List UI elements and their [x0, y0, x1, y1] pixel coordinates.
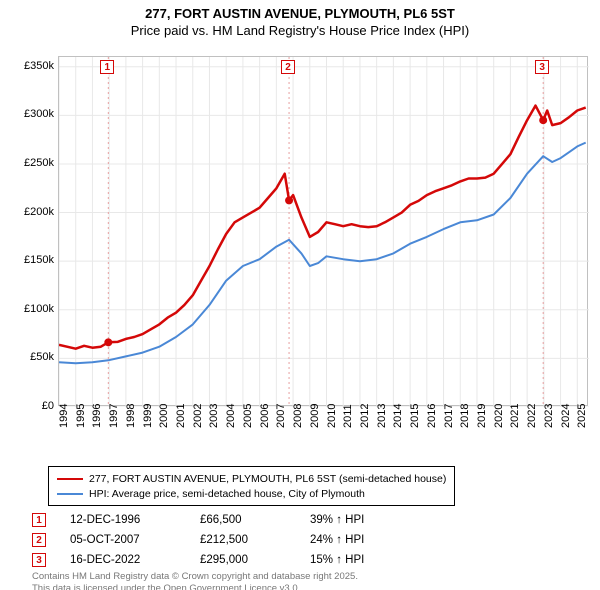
sale-marker-dot [539, 116, 547, 124]
chart-area: £0£50k£100k£150k£200k£250k£300k£350k1994… [8, 56, 592, 456]
sale-marker-box: 1 [32, 513, 46, 527]
y-axis-tick-label: £250k [8, 157, 54, 169]
sale-diff: 15% ↑ HPI [310, 554, 364, 566]
sale-marker-box: 2 [32, 533, 46, 547]
legend-label: 277, FORT AUSTIN AVENUE, PLYMOUTH, PL6 5… [89, 473, 446, 485]
footer-attribution: Contains HM Land Registry data © Crown c… [32, 571, 358, 590]
sale-price: £295,000 [200, 554, 310, 566]
sale-marker-dot [285, 196, 293, 204]
footer-line-1: Contains HM Land Registry data © Crown c… [32, 571, 358, 582]
sale-marker-box: 1 [100, 60, 114, 74]
sale-date: 12-DEC-1996 [70, 514, 200, 526]
legend: 277, FORT AUSTIN AVENUE, PLYMOUTH, PL6 5… [48, 466, 455, 506]
legend-item: HPI: Average price, semi-detached house,… [57, 486, 446, 501]
sale-diff: 39% ↑ HPI [310, 514, 364, 526]
chart-series-line [59, 106, 586, 349]
y-axis-tick-label: £200k [8, 206, 54, 218]
sales-table-row: 1 12-DEC-1996£66,50039% ↑ HPI [32, 510, 364, 530]
y-axis-tick-label: £300k [8, 108, 54, 120]
sales-table: 1 12-DEC-1996£66,50039% ↑ HPI 2 05-OCT-2007… [32, 510, 364, 570]
x-axis-tick-label: 2025 [576, 404, 600, 428]
legend-item: 277, FORT AUSTIN AVENUE, PLYMOUTH, PL6 5… [57, 471, 446, 486]
chart-title: 277, FORT AUSTIN AVENUE, PLYMOUTH, PL6 5… [0, 6, 600, 23]
legend-label: HPI: Average price, semi-detached house,… [89, 488, 365, 500]
y-axis-tick-label: £150k [8, 254, 54, 266]
legend-swatch [57, 478, 83, 480]
chart-series-line [59, 143, 586, 364]
y-axis-tick-label: £350k [8, 60, 54, 72]
plot-region [58, 56, 588, 406]
sale-marker-dot [104, 338, 112, 346]
sale-marker-box: 3 [32, 553, 46, 567]
y-axis-tick-label: £50k [8, 351, 54, 363]
y-axis-tick-label: £0 [8, 400, 54, 412]
sale-marker-box: 2 [281, 60, 295, 74]
sale-price: £212,500 [200, 534, 310, 546]
sales-table-row: 2 05-OCT-2007£212,50024% ↑ HPI [32, 530, 364, 550]
sale-date: 16-DEC-2022 [70, 554, 200, 566]
sale-date: 05-OCT-2007 [70, 534, 200, 546]
sale-diff: 24% ↑ HPI [310, 534, 364, 546]
legend-swatch [57, 493, 83, 495]
sales-table-row: 3 16-DEC-2022£295,00015% ↑ HPI [32, 550, 364, 570]
footer-line-2: This data is licensed under the Open Gov… [32, 583, 358, 590]
chart-subtitle: Price paid vs. HM Land Registry's House … [0, 23, 600, 38]
sale-price: £66,500 [200, 514, 310, 526]
sale-marker-box: 3 [535, 60, 549, 74]
y-axis-tick-label: £100k [8, 303, 54, 315]
